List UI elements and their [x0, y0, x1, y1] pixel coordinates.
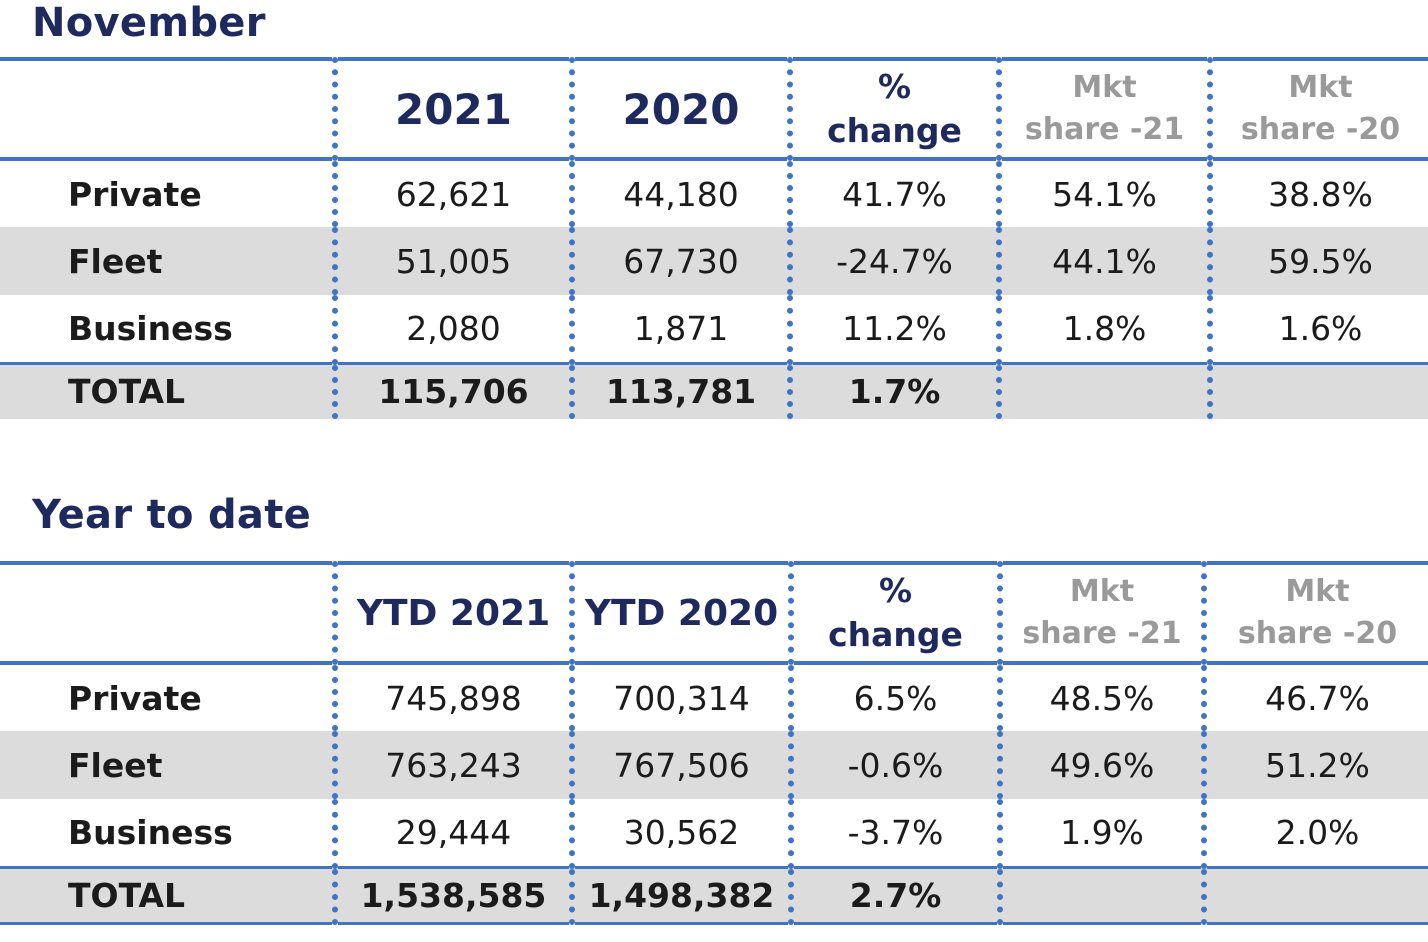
ytd-title: Year to date [32, 492, 312, 538]
cell-share-20: 2.0% [1201, 799, 1428, 867]
header-change: % change [788, 561, 1000, 665]
table-row: Business 2,080 1,871 11.2% 1.8% 1.6% [0, 295, 1428, 363]
table-row: Fleet 51,005 67,730 -24.7% 44.1% 59.5% [0, 227, 1428, 295]
cell-change: -0.6% [788, 731, 1000, 799]
header-ytd-2021: YTD 2021 [332, 561, 572, 665]
total-row: TOTAL 1,538,585 1,498,382 2.7% [0, 865, 1428, 925]
header-change-line1: % [878, 571, 913, 610]
cell-ytd-2021: 763,243 [332, 731, 572, 799]
cell-share-21: 54.1% [996, 159, 1210, 227]
cell-2021: 115,706 [332, 361, 572, 419]
row-label: Business [68, 812, 233, 852]
cell-share-21: 49.6% [997, 731, 1204, 799]
cell-ytd-2020: 767,506 [569, 731, 791, 799]
cell-change: 6.5% [788, 663, 1000, 731]
cell-share-21: 1.8% [996, 295, 1210, 363]
header-share-20: Mkt share -20 [1201, 561, 1428, 665]
header-row: 2021 2020 % change Mkt share -21 Mkt sha… [0, 57, 1428, 161]
cell-ytd-2021: 29,444 [332, 799, 572, 867]
cell-change: 11.2% [787, 295, 999, 363]
cell-change: 2.7% [788, 865, 1000, 925]
header-share-21: Mkt share -21 [996, 57, 1210, 161]
header-share-21-line1: Mkt [1069, 574, 1135, 609]
row-label: Private [68, 678, 202, 718]
row-label: Private [68, 174, 202, 214]
cell-share-20 [1201, 865, 1428, 925]
cell-share-21: 48.5% [997, 663, 1204, 731]
cell-2021: 51,005 [332, 227, 572, 295]
row-label: Fleet [0, 227, 335, 295]
cell-share-20 [1207, 361, 1428, 419]
november-title: November [32, 0, 266, 46]
total-row: TOTAL 115,706 113,781 1.7% [0, 361, 1428, 419]
cell-share-20: 51.2% [1201, 731, 1428, 799]
cell-share-20: 59.5% [1207, 227, 1428, 295]
header-share-20-line2: share -20 [1237, 616, 1398, 651]
cell-share-20: 38.8% [1207, 159, 1428, 227]
cell-ytd-2021: 745,898 [332, 663, 572, 731]
header-share-21-line2: share -21 [1022, 616, 1182, 651]
table-row: Fleet 763,243 767,506 -0.6% 49.6% 51.2% [0, 731, 1428, 799]
row-label: Fleet [0, 731, 335, 799]
row-label: TOTAL [0, 865, 335, 925]
header-change-line2: change [827, 111, 962, 150]
header-2020: 2020 [569, 57, 790, 161]
cell-2021: 62,621 [332, 159, 572, 227]
row-label: TOTAL [0, 361, 335, 419]
cell-2020: 1,871 [569, 295, 790, 363]
cell-share-21: 44.1% [996, 227, 1210, 295]
header-blank [0, 57, 335, 161]
header-share-20-line2: share -20 [1240, 112, 1401, 147]
header-share-20-line1: Mkt [1285, 574, 1350, 609]
header-row: YTD 2021 YTD 2020 % change Mkt share -21… [0, 561, 1428, 665]
header-share-21-line2: share -21 [1024, 112, 1185, 147]
header-share-21: Mkt share -21 [997, 561, 1204, 665]
cell-ytd-2020: 1,498,382 [569, 865, 791, 925]
header-share-20: Mkt share -20 [1207, 57, 1428, 161]
header-2021: 2021 [332, 57, 572, 161]
cell-change: -24.7% [787, 227, 999, 295]
cell-change: 1.7% [787, 361, 999, 419]
header-share-20-line1: Mkt [1288, 70, 1353, 105]
table-row: Business 29,444 30,562 -3.7% 1.9% 2.0% [0, 799, 1428, 867]
cell-change: -3.7% [788, 799, 1000, 867]
cell-2020: 113,781 [569, 361, 790, 419]
header-change-line1: % [877, 67, 912, 106]
cell-share-20: 46.7% [1201, 663, 1428, 731]
ytd-table: YTD 2021 YTD 2020 % change Mkt share -21… [0, 561, 1428, 925]
cell-share-20: 1.6% [1207, 295, 1428, 363]
cell-2020: 44,180 [569, 159, 790, 227]
cell-2020: 67,730 [569, 227, 790, 295]
cell-ytd-2020: 30,562 [569, 799, 791, 867]
header-share-21-line1: Mkt [1072, 70, 1137, 105]
header-blank [0, 561, 335, 665]
table-row: Private 62,621 44,180 41.7% 54.1% 38.8% [0, 159, 1428, 227]
cell-share-21: 1.9% [997, 799, 1204, 867]
row-label: Business [68, 308, 233, 348]
header-ytd-2020: YTD 2020 [569, 561, 791, 665]
table-row: Private 745,898 700,314 6.5% 48.5% 46.7% [0, 663, 1428, 731]
header-change: % change [787, 57, 999, 161]
cell-2021: 2,080 [332, 295, 572, 363]
cell-ytd-2021: 1,538,585 [332, 865, 572, 925]
cell-change: 41.7% [787, 159, 999, 227]
cell-ytd-2020: 700,314 [569, 663, 791, 731]
cell-share-21 [996, 361, 1210, 419]
cell-share-21 [997, 865, 1204, 925]
november-table: 2021 2020 % change Mkt share -21 Mkt sha… [0, 57, 1428, 419]
header-change-line2: change [828, 615, 963, 654]
